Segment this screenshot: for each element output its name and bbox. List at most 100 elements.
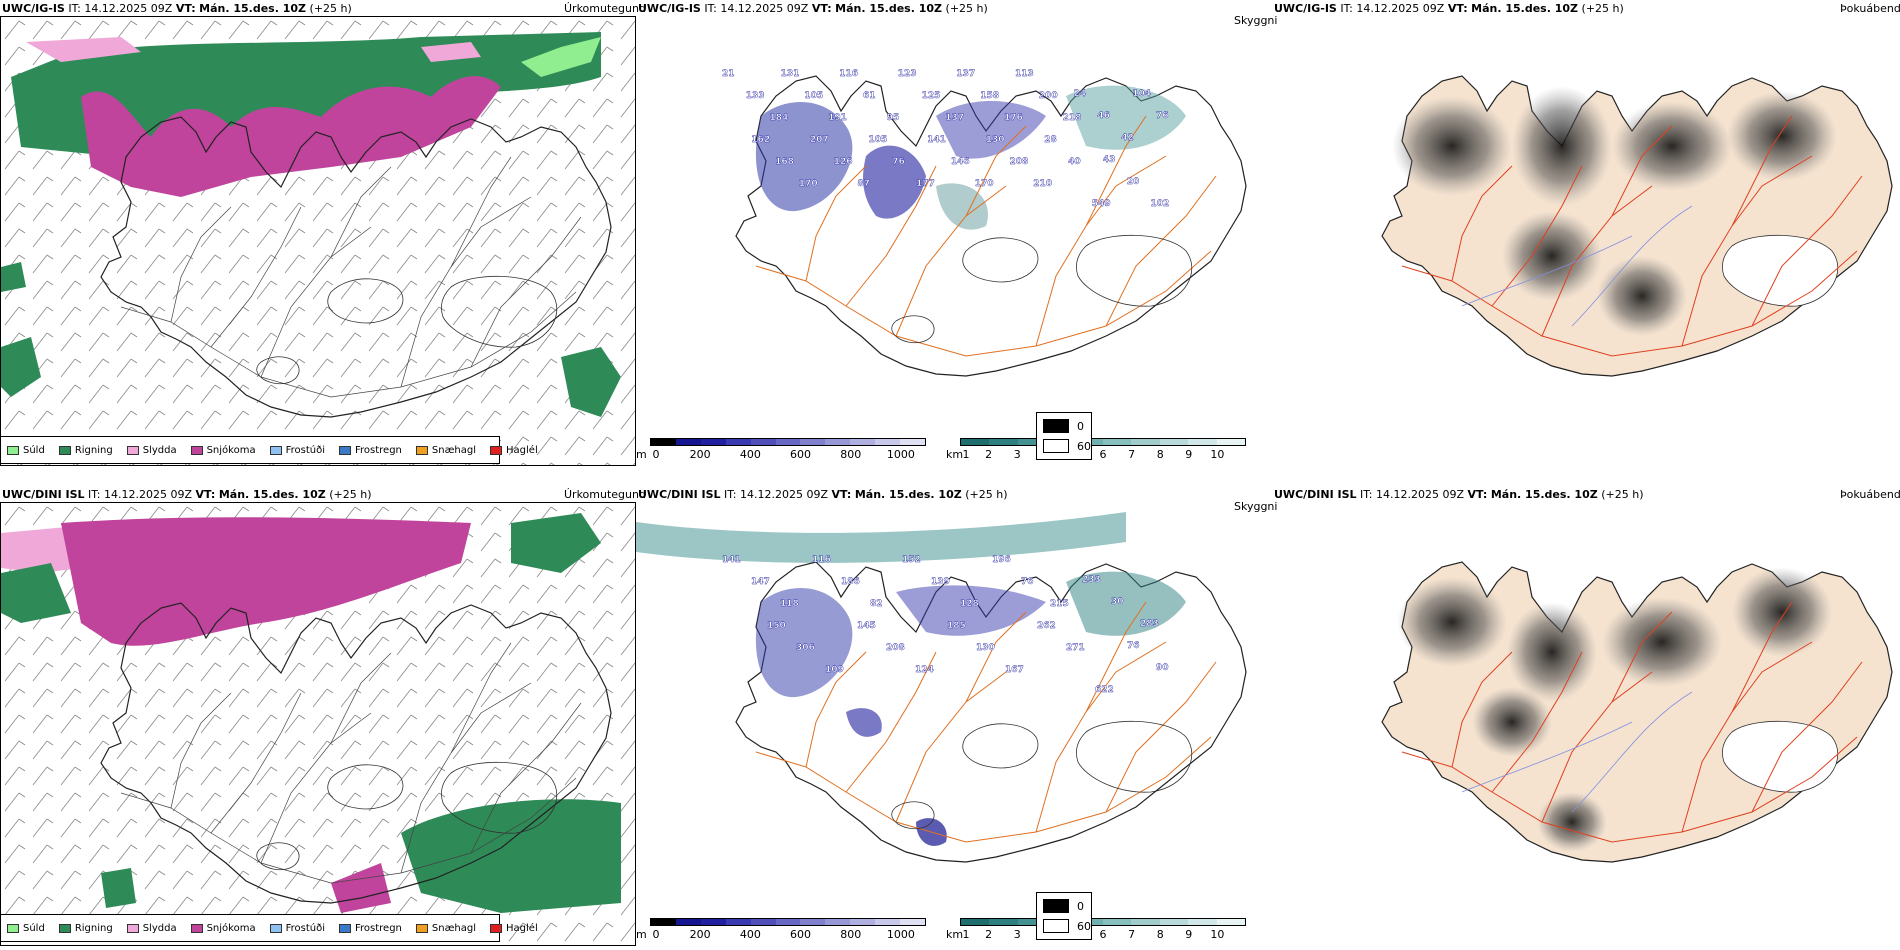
legend-swatch — [415, 445, 428, 455]
cloudbase-value: 233 — [1082, 575, 1101, 585]
cloudbase-value: 131 — [781, 69, 800, 79]
cloudbase-value: 271 — [1066, 643, 1085, 653]
colorbar-tick: 1000 — [886, 448, 915, 461]
colorbar-unit: m — [636, 928, 647, 941]
cloudbase-value: 126 — [834, 157, 853, 167]
legend-swatch — [269, 445, 282, 455]
cloudbase-value: 28 — [1044, 135, 1057, 145]
model-name: UWC/DINI ISL — [2, 488, 85, 501]
valid-time-label: VT: — [1467, 488, 1488, 501]
cloudbase-value: 116 — [812, 555, 831, 565]
fog-key-swatch — [1043, 439, 1069, 453]
colorbar-tick: 8 — [1156, 928, 1164, 941]
cloudbase-value: 76 — [1156, 111, 1169, 121]
colorbar-tick: 0 — [652, 448, 660, 461]
colorbar-bin — [675, 919, 701, 925]
cloudbase-value: 105 — [869, 135, 888, 145]
cloudbase-value: 150 — [767, 621, 786, 631]
init-time: IT: 14.12.2025 09Z — [724, 488, 829, 501]
legend-swatch — [415, 923, 428, 933]
colorbar-tick: 800 — [840, 928, 862, 941]
legend-swatch — [339, 923, 351, 933]
legend-label: Haglél — [506, 444, 538, 456]
cloudbase-value: 141 — [722, 555, 741, 565]
cloudbase-value: 147 — [751, 577, 770, 587]
colorbar-bin — [800, 439, 826, 445]
legend-swatch — [126, 445, 139, 455]
cloudbase-value: 125 — [922, 91, 941, 101]
cloudbase-value: 133 — [746, 91, 765, 101]
cloudbase-value: 130 — [986, 135, 1005, 145]
precip-panel-title: Úrkomutegund — [564, 2, 646, 15]
cloudbase-colorbar: m 0 200 400 600 800 1000 — [636, 438, 946, 462]
colorbar-tick: 9 — [1185, 928, 1193, 941]
cloudbase-value: 207 — [810, 135, 829, 145]
lead-time: (+25 h) — [945, 2, 988, 15]
colorbar-bin — [1017, 439, 1047, 445]
cloudbase-value: 622 — [1095, 685, 1114, 695]
cloudbase-value: 118 — [780, 599, 799, 609]
cloudbase-value: 186 — [841, 577, 860, 587]
colorbar-bin — [775, 919, 801, 925]
valid-time: Mán. 15.des. 10Z — [199, 2, 307, 15]
colorbar-bin — [750, 919, 776, 925]
init-time: IT: 14.12.2025 09Z — [1360, 488, 1465, 501]
legend-item: Frostregn — [339, 445, 402, 456]
legend-label: Frostúði — [285, 922, 325, 934]
cloudbase-value: 76 — [892, 157, 905, 167]
legend-item: Frostúði — [269, 444, 325, 456]
visibility-colorbar: km12345678910 — [946, 918, 1256, 942]
init-time: IT: 14.12.2025 09Z — [88, 488, 193, 501]
colorbar-bin — [1188, 919, 1217, 925]
cloudbase-value: 87 — [857, 179, 870, 189]
colorbar-tick: 200 — [689, 928, 711, 941]
valid-time-label: VT: — [175, 2, 196, 15]
legend-swatch — [490, 445, 503, 455]
cloudbase-value: 46 — [1097, 111, 1110, 121]
colorbar-tick: 800 — [840, 448, 862, 461]
legend-item: Snjókoma — [190, 445, 256, 456]
row2-precip-panel: UWC/DINI ISL IT: 14.12.2025 09Z VT: Mán.… — [0, 486, 646, 948]
legend-label: Frostúði — [285, 444, 325, 456]
colorbar-unit: km — [946, 448, 964, 461]
colorbar-tick: 2 — [985, 448, 993, 461]
colorbar-bin — [725, 439, 751, 445]
cloudbase-value: 170 — [799, 179, 818, 189]
colorbar-bin — [1103, 439, 1132, 445]
cloudbase-value: 208 — [886, 643, 905, 653]
legend-label: Snjókoma — [206, 922, 256, 934]
fog-key-swatch — [1043, 899, 1069, 913]
legend-item: Slydda — [126, 445, 177, 456]
cloudbase-value: 306 — [796, 643, 815, 653]
colorbar-bin — [775, 439, 801, 445]
model-name: UWC/DINI ISL — [638, 488, 721, 501]
row2-precip-header: UWC/DINI ISL IT: 14.12.2025 09Z VT: Mán.… — [2, 488, 371, 501]
colorbar-bin — [900, 439, 925, 445]
model-name: UWC/IG-IS — [1274, 2, 1337, 15]
valid-time: Mán. 15.des. 10Z — [1471, 2, 1579, 15]
lead-time: (+25 h) — [329, 488, 372, 501]
colorbar-tick: 1 — [962, 928, 970, 941]
legend-swatch — [490, 923, 503, 933]
row1-cloudbase-panel: UWC/IG-IS IT: 14.12.2025 09Z VT: Mán. 15… — [636, 0, 1277, 468]
model-name: UWC/DINI ISL — [1274, 488, 1357, 501]
lead-time: (+25 h) — [965, 488, 1008, 501]
legend-label: Snæhagl — [431, 444, 477, 456]
legend-label: Snæhagl — [431, 922, 477, 934]
colorbar-tick: 10 — [1210, 928, 1225, 941]
colorbar-tick: 400 — [739, 448, 761, 461]
colorbar-bin — [1131, 919, 1160, 925]
legend-swatch — [190, 445, 203, 455]
cloudbase-value: 116 — [839, 69, 858, 79]
valid-time-label: VT: — [1447, 2, 1468, 15]
legend-label: Frostregn — [355, 922, 402, 934]
legend-label: Rigning — [74, 444, 113, 456]
legend-item: Frostregn — [339, 923, 402, 934]
row1-cloudbase-header: UWC/IG-IS IT: 14.12.2025 09Z VT: Mán. 15… — [638, 2, 988, 15]
init-time: IT: 14.12.2025 09Z — [704, 2, 809, 15]
lead-time: (+25 h) — [1601, 488, 1644, 501]
valid-time: Mán. 15.des. 10Z — [1490, 488, 1598, 501]
legend-label: Haglél — [506, 922, 538, 934]
cloudbase-value: 61 — [863, 91, 876, 101]
colorbar-bin — [651, 919, 676, 925]
